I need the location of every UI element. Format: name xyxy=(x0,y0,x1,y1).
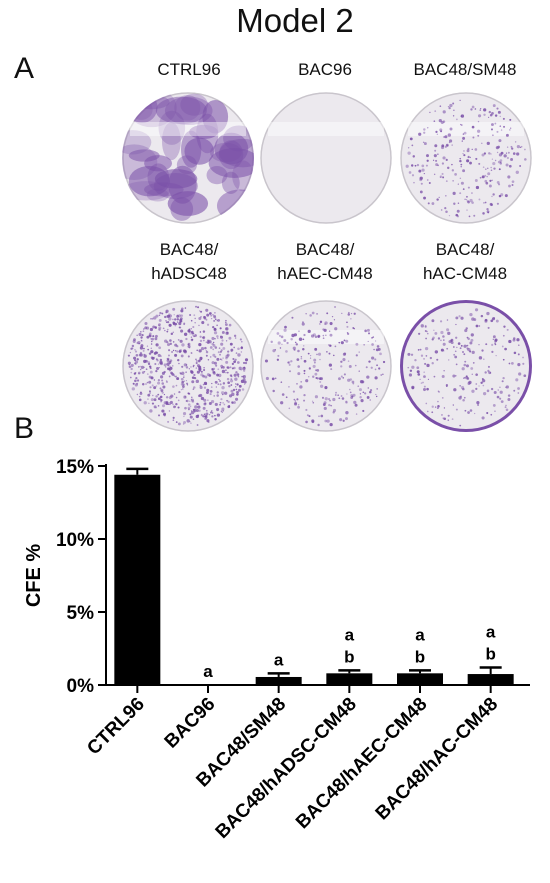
significance-label: a xyxy=(486,622,496,641)
bar xyxy=(326,673,373,685)
plate-label-bac48-haec-cm48: BAC48/ hAEC-CM48 xyxy=(277,240,373,283)
plate-label-bac48-hac-cm48: BAC48/ hAC-CM48 xyxy=(422,240,508,283)
panel-label-b: B xyxy=(14,412,35,445)
plate-image-bac48-hac-cm48 xyxy=(400,300,532,432)
plate-image-bac48-sm48 xyxy=(400,92,532,224)
significance-label: b xyxy=(344,647,354,666)
plate-label-bac96: BAC96 xyxy=(298,60,352,79)
bar xyxy=(114,474,161,685)
significance-label: b xyxy=(485,644,495,663)
y-tick-label: 10% xyxy=(56,530,94,551)
bar xyxy=(255,676,302,685)
significance-label: a xyxy=(415,625,425,644)
plate-image-bac96 xyxy=(260,92,392,224)
plate-image-bac48-hadsc48 xyxy=(122,300,254,432)
plate-label-ctrl96: CTRL96 xyxy=(157,60,221,79)
significance-label: a xyxy=(274,650,284,669)
plate-image-bac48-haec-cm48 xyxy=(260,300,392,432)
y-tick-label: 15% xyxy=(56,457,94,478)
cfe-bar-chart: CFE % 0%5%10%15% CTRL96aBAC96aBAC48/SM48… xyxy=(23,457,530,843)
figure-title: Model 2 xyxy=(236,2,354,39)
bar xyxy=(397,673,443,685)
y-tick-label: 5% xyxy=(67,603,95,624)
x-category-label: BAC48/hAC-CM48 xyxy=(372,694,503,825)
x-category-label: CTRL96 xyxy=(83,694,149,760)
significance-label: a xyxy=(203,662,213,681)
panel-label-a: A xyxy=(14,52,35,85)
y-axis-label: CFE % xyxy=(23,544,45,608)
significance-label: b xyxy=(415,647,425,666)
plate-label-bac48-hadsc48: BAC48/ hADSC48 xyxy=(151,240,227,283)
x-category-label: BAC96 xyxy=(161,694,220,753)
x-category-label: BAC48/hADSC-CM48 xyxy=(212,694,361,843)
x-category-label: BAC48/hAEC-CM48 xyxy=(292,694,432,834)
plate-label-bac48-sm48: BAC48/SM48 xyxy=(413,60,517,79)
plate-image-ctrl96 xyxy=(122,92,254,224)
bar xyxy=(467,674,514,685)
significance-label: a xyxy=(345,625,355,644)
y-tick-label: 0% xyxy=(67,676,95,697)
